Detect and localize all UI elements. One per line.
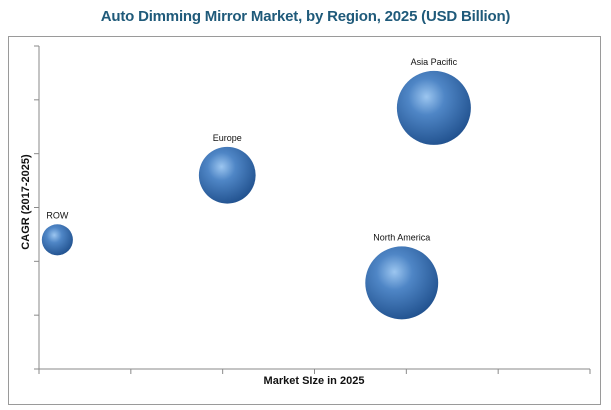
bubble-label-europe: Europe	[213, 133, 242, 143]
bubble-row	[41, 224, 73, 256]
bubble-asia-pacific	[396, 70, 471, 145]
chart-frame	[8, 36, 601, 405]
bubble-label-north-america: North America	[373, 232, 430, 242]
bubble-label-asia-pacific: Asia Pacific	[411, 57, 458, 67]
bubbles	[41, 70, 471, 320]
bubble-labels: ROW Europe Asia Pacific North America	[46, 57, 457, 243]
bubble-europe	[198, 146, 256, 204]
bubble-north-america	[365, 246, 439, 320]
axes	[34, 45, 591, 374]
bubble-label-row: ROW	[46, 210, 69, 220]
chart-title: Auto Dimming Mirror Market, by Region, 2…	[100, 8, 511, 25]
y-axis-label: CAGR (2017-2025)	[20, 154, 32, 250]
x-axis-label: Market SIze in 2025	[264, 375, 365, 387]
